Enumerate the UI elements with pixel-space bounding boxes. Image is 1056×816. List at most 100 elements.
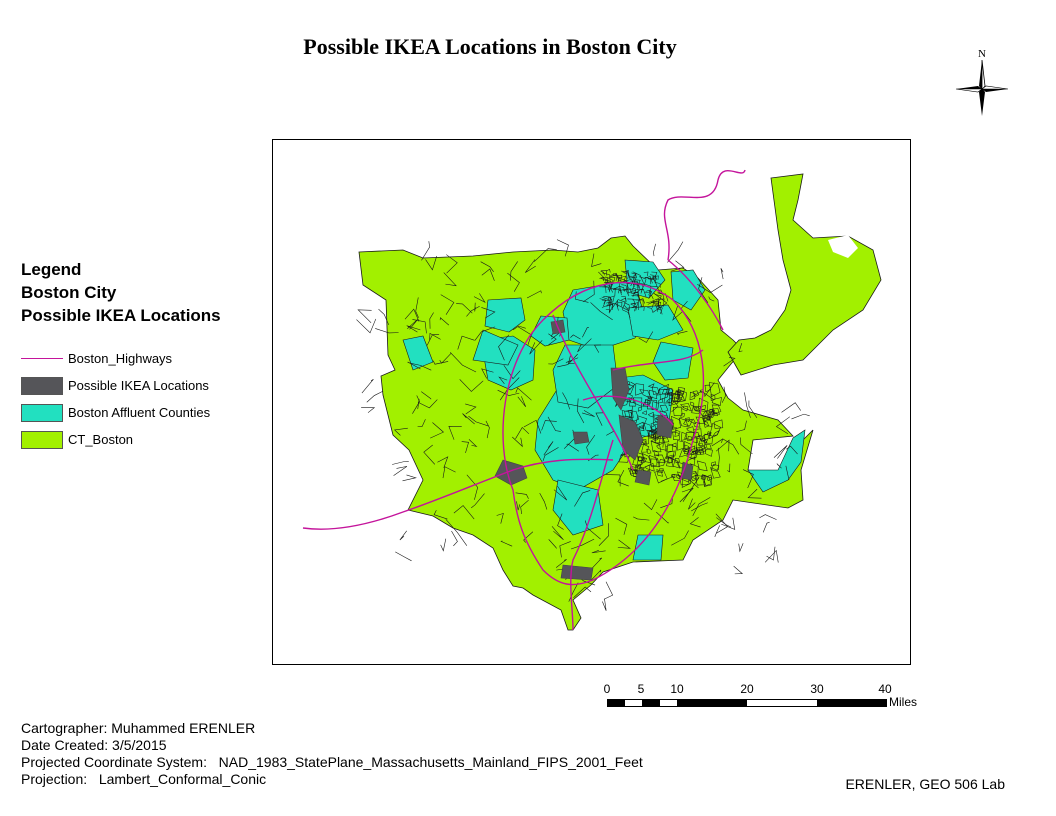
tract-boundary bbox=[653, 243, 656, 257]
north-tract bbox=[617, 299, 626, 310]
downtown-tract bbox=[679, 403, 693, 412]
tract-boundary bbox=[468, 415, 489, 427]
tract-boundary bbox=[539, 493, 548, 510]
north-tract bbox=[622, 289, 629, 295]
tract-boundary bbox=[356, 318, 377, 334]
highway-north-2 bbox=[667, 259, 724, 331]
tract-boundary bbox=[498, 376, 508, 384]
legend-heading: Legend bbox=[21, 260, 82, 279]
tract-boundary bbox=[704, 382, 715, 398]
tract-boundary bbox=[366, 390, 384, 403]
north-tract bbox=[655, 282, 661, 288]
north-tract bbox=[609, 302, 619, 311]
downtown-tract bbox=[666, 397, 676, 404]
legend-item-ct-boston: CT_Boston bbox=[21, 426, 271, 453]
tract-boundary bbox=[584, 520, 601, 540]
tract-boundary bbox=[443, 272, 457, 287]
tract-boundary bbox=[775, 416, 791, 434]
tract-boundary bbox=[496, 512, 504, 524]
north-tract bbox=[601, 296, 611, 307]
tract-boundary bbox=[481, 368, 494, 379]
tract-boundary bbox=[523, 419, 542, 434]
downtown-tract bbox=[663, 454, 675, 464]
lab-credit: ERENLER, GEO 506 Lab bbox=[845, 776, 1005, 792]
north-tract bbox=[605, 300, 611, 306]
north-tract bbox=[633, 291, 639, 297]
north-tract bbox=[602, 272, 611, 283]
affluent-tract bbox=[632, 534, 664, 561]
affluent-tract bbox=[402, 335, 434, 371]
downtown-tract bbox=[647, 411, 655, 418]
affluent-tract bbox=[670, 269, 706, 311]
tract-boundary bbox=[608, 299, 619, 313]
tract-boundary bbox=[566, 443, 580, 452]
map-frame[interactable] bbox=[272, 139, 911, 665]
downtown-tract bbox=[684, 417, 690, 422]
tract-boundary bbox=[723, 357, 736, 367]
tract-boundary bbox=[692, 497, 711, 517]
tract-boundary bbox=[440, 294, 455, 315]
tract-boundary bbox=[459, 379, 484, 392]
tract-boundary bbox=[588, 557, 603, 572]
north-label: N bbox=[978, 48, 986, 60]
tract-boundary bbox=[565, 357, 579, 363]
legend-panel: Legend Boston City Possible IKEA Locatio… bbox=[21, 258, 271, 453]
tract-boundary bbox=[652, 292, 668, 313]
tract-boundary bbox=[575, 291, 589, 303]
tract-boundary bbox=[711, 438, 724, 447]
tract-boundary bbox=[582, 327, 589, 338]
downtown-tract bbox=[709, 382, 721, 397]
downtown-tract bbox=[670, 392, 680, 403]
ikea-zone bbox=[680, 461, 694, 481]
tract-boundary bbox=[485, 420, 490, 439]
north-tract bbox=[656, 304, 662, 310]
tract-boundary bbox=[451, 530, 458, 547]
downtown-tract bbox=[618, 453, 631, 463]
tract-boundary bbox=[785, 465, 790, 481]
tract-boundary bbox=[786, 445, 798, 455]
tract-boundary bbox=[512, 325, 526, 331]
downtown-tract bbox=[700, 432, 711, 442]
tract-boundary bbox=[465, 403, 477, 415]
tract-boundary bbox=[392, 461, 409, 465]
north-tract bbox=[631, 295, 641, 303]
downtown-tract bbox=[634, 463, 642, 470]
downtown-tract bbox=[691, 405, 701, 414]
north-tract bbox=[613, 288, 622, 296]
downtown-tract bbox=[650, 435, 661, 445]
affluent-tract bbox=[627, 304, 684, 341]
map-canvas[interactable] bbox=[273, 140, 911, 665]
tract-boundary bbox=[547, 333, 557, 346]
tract-boundary bbox=[715, 513, 729, 534]
tract-boundary bbox=[393, 427, 408, 436]
tract-boundary bbox=[577, 398, 585, 424]
tract-boundary bbox=[480, 261, 494, 272]
north-tract bbox=[630, 305, 637, 312]
tract-boundary bbox=[541, 420, 557, 431]
scale-tick-label: 10 bbox=[670, 682, 684, 696]
downtown-tract bbox=[632, 455, 644, 466]
tract-boundary bbox=[586, 434, 596, 455]
tract-boundary bbox=[691, 502, 708, 512]
tract-boundary bbox=[468, 439, 478, 448]
downtown-tract bbox=[659, 404, 669, 413]
downtown-tract bbox=[647, 429, 655, 439]
north-tract bbox=[654, 293, 662, 303]
scale-tick-label: 30 bbox=[810, 682, 824, 696]
tract-boundary bbox=[543, 441, 554, 456]
north-tract bbox=[637, 298, 645, 304]
legend-item-highways: Boston_Highways bbox=[21, 345, 271, 372]
tract-boundary bbox=[430, 422, 444, 439]
north-tract bbox=[643, 283, 652, 294]
highway-central bbox=[552, 314, 634, 471]
north-tract bbox=[647, 301, 655, 308]
tract-boundary bbox=[503, 364, 521, 380]
tract-boundary bbox=[593, 344, 602, 353]
north-tract bbox=[638, 283, 644, 288]
downtown-tract bbox=[656, 383, 669, 396]
downtown-tract bbox=[642, 410, 647, 415]
north-tract bbox=[645, 277, 652, 285]
tract-boundary bbox=[461, 441, 469, 454]
tract-boundary bbox=[361, 379, 374, 394]
north-tract bbox=[602, 285, 613, 293]
